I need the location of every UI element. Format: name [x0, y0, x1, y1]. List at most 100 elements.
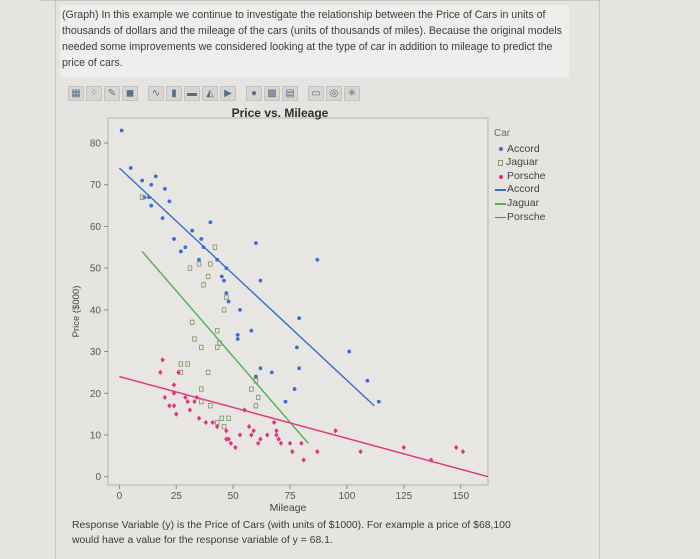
map-icon[interactable]: ▤ [282, 85, 298, 101]
point-porsche [171, 403, 177, 409]
point-porsche [224, 436, 229, 442]
footer-text: Response Variable (y) is the Price of Ca… [72, 518, 592, 548]
legend-item-accord-line: Accord [494, 183, 558, 197]
point-accord [178, 249, 183, 254]
legend-items: Accord Jaguar Porsche Accord Jaguar Porsche [494, 143, 558, 225]
legend-item-jaguar-square: Jaguar [494, 156, 558, 170]
point-accord [315, 257, 320, 262]
histogram-icon[interactable]: ▮ [166, 85, 182, 101]
legend: Car Accord Jaguar Porsche Accord Jaguar Porsc… [494, 127, 558, 224]
legend-title: Car [494, 128, 511, 139]
point-accord [235, 332, 240, 337]
point-accord [254, 241, 258, 246]
point-jaguar [208, 403, 213, 409]
point-porsche [160, 357, 165, 363]
point-jaguar [214, 344, 220, 351]
point-porsche [299, 440, 304, 446]
text-icon[interactable]: ▭ [308, 85, 324, 101]
spin-icon[interactable]: ✳ [344, 85, 360, 101]
line-icon[interactable]: ∿ [148, 85, 164, 101]
point-accord [238, 307, 242, 312]
point-porsche [215, 424, 220, 430]
point-porsche [271, 419, 277, 426]
y-tick-label: 0 [95, 472, 101, 483]
point-porsche [228, 440, 234, 446]
frame-left-line [55, 0, 56, 559]
legend-item-jaguar-line: Jaguar [494, 197, 558, 211]
point-porsche [242, 407, 247, 413]
bar-icon[interactable]: ▬ [184, 85, 200, 101]
point-accord [149, 203, 154, 208]
point-porsche [358, 449, 363, 455]
point-jaguar [255, 394, 261, 401]
point-accord [149, 182, 154, 187]
point-porsche [158, 369, 163, 375]
point-accord [269, 370, 274, 375]
y-tick-label: 70 [90, 180, 102, 191]
x-tick-label: 25 [171, 491, 183, 502]
point-porsche [274, 432, 279, 438]
point-porsche [315, 449, 320, 455]
point-accord [226, 299, 231, 304]
point-jaguar [178, 361, 184, 367]
point-accord [128, 166, 133, 170]
dot-marker-icon [499, 147, 503, 152]
point-porsche [258, 436, 263, 442]
point-accord [297, 366, 302, 371]
point-porsche [196, 415, 202, 421]
y-tick-label: 60 [90, 222, 102, 233]
point-porsche [428, 457, 434, 463]
point-jaguar [212, 244, 218, 250]
point-porsche [162, 394, 168, 401]
point-jaguar [253, 403, 259, 409]
point-porsche [255, 440, 261, 446]
point-porsche [167, 403, 172, 409]
fill-icon[interactable]: ◼ [122, 85, 138, 101]
point-accord [183, 245, 188, 250]
point-jaguar [187, 265, 193, 271]
point-accord [347, 349, 352, 354]
point-jaguar [214, 328, 220, 334]
point-jaguar [224, 294, 229, 300]
point-accord [219, 274, 224, 279]
point-accord [197, 257, 201, 262]
point-jaguar [192, 336, 197, 342]
edit-icon[interactable]: ✎ [104, 85, 120, 101]
point-porsche [287, 440, 293, 446]
point-jaguar [199, 344, 204, 351]
points-icon[interactable]: ● [246, 85, 262, 101]
point-jaguar [196, 261, 202, 267]
area-icon[interactable]: ◭ [202, 85, 218, 101]
point-jaguar [189, 319, 195, 326]
point-porsche [249, 432, 254, 438]
play-icon[interactable]: ▶ [220, 85, 236, 101]
y-tick-label: 40 [90, 305, 102, 316]
legend-item-accord-dot: Accord [494, 143, 558, 157]
point-porsche [192, 398, 197, 405]
point-accord [172, 237, 176, 241]
point-porsche [174, 411, 179, 417]
legend-label: Accord [507, 142, 540, 155]
point-porsche [301, 457, 306, 463]
point-accord [162, 186, 167, 191]
grid-icon[interactable]: ▦ [68, 85, 84, 101]
point-accord [258, 278, 263, 283]
point-porsche [237, 432, 243, 438]
point-porsche [203, 419, 209, 426]
point-porsche [251, 428, 256, 434]
point-accord [222, 278, 226, 283]
legend-item-porsche-line: Porsche [494, 211, 558, 225]
point-porsche [187, 407, 193, 413]
y-axis-label: Price ($000) [71, 286, 82, 338]
contour-icon[interactable]: ◎ [326, 85, 342, 101]
fit-line-jaguar [141, 250, 309, 444]
point-jaguar [249, 386, 254, 392]
point-porsche [171, 390, 177, 396]
point-accord [292, 387, 297, 391]
heatmap-icon[interactable]: ▩ [264, 85, 280, 101]
point-accord [160, 216, 165, 220]
scatter-icon[interactable]: ⁘ [86, 85, 102, 101]
point-porsche [401, 444, 407, 451]
